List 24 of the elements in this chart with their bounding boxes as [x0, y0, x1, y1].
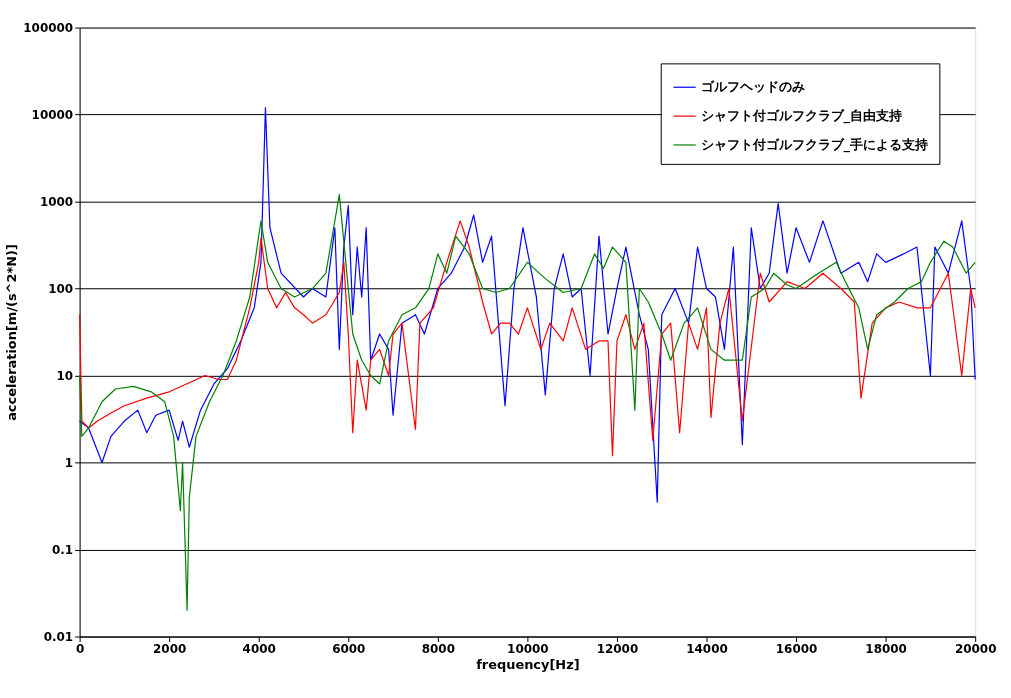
y-tick-label: 100000: [23, 21, 74, 36]
x-tick-label: 14000: [686, 641, 728, 656]
legend-label: シャフト付ゴルフクラブ_手による支持: [700, 136, 928, 153]
x-tick-label: 16000: [775, 641, 818, 656]
x-tick-label: 20000: [954, 641, 997, 656]
x-tick-label: 18000: [865, 641, 907, 656]
x-tick-label: 0: [75, 641, 85, 656]
y-tick-label: 100: [48, 282, 74, 297]
y-tick-label: 0.01: [43, 630, 74, 645]
x-tick-label: 8000: [421, 641, 455, 656]
y-tick-label: 10: [56, 369, 74, 384]
y-tick-label: 1000: [39, 195, 74, 210]
y-tick-label: 1: [64, 456, 74, 471]
y-axis-title: acceleration[m/(s^2*N)]: [4, 244, 20, 421]
x-axis-title: frequency[Hz]: [476, 656, 580, 672]
x-tick-label: 12000: [596, 641, 639, 656]
x-tick-label: 6000: [332, 641, 366, 656]
x-tick-label: 4000: [242, 641, 276, 656]
legend-label: ゴルフヘッドのみ: [700, 79, 805, 95]
legend-label: シャフト付ゴルフクラブ_自由支持: [700, 108, 902, 125]
y-tick-label: 0.1: [51, 543, 74, 558]
x-tick-label: 10000: [507, 641, 549, 656]
x-tick-label: 2000: [153, 641, 187, 656]
y-tick-label: 10000: [31, 108, 74, 123]
